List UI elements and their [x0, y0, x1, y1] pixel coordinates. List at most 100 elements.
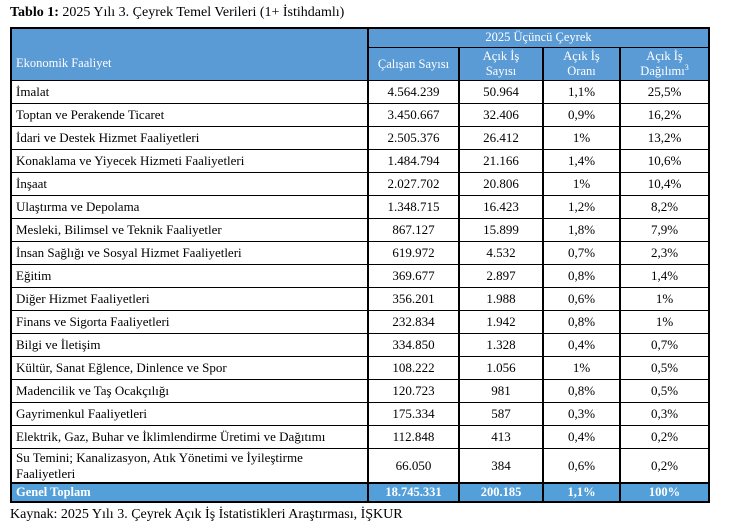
cell-employees: 334.850 — [367, 333, 460, 357]
cell-employees: 369.677 — [367, 264, 460, 288]
cell-employees: 232.834 — [367, 310, 460, 334]
cell-economic-activity: Madencilik ve Taş Ocakçılığı — [10, 379, 369, 403]
cell-open-job-share: 7,9% — [618, 218, 711, 242]
cell-open-job-share: 0,2% — [618, 425, 711, 449]
table-row: Madencilik ve Taş Ocakçılığı 120.723 981… — [10, 379, 711, 403]
cell-open-jobs: 1.056 — [458, 356, 544, 380]
total-row: Genel Toplam 18.745.331 200.185 1,1% 100… — [10, 482, 711, 503]
cell-open-jobs: 32.406 — [458, 103, 544, 127]
cell-open-jobs: 16.423 — [458, 195, 544, 219]
cell-open-jobs: 2.897 — [458, 264, 544, 288]
cell-employees: 175.334 — [367, 402, 460, 426]
group-header-quarter: 2025 Üçüncü Çeyrek — [366, 27, 711, 48]
table-row: Konaklama ve Yiyecek Hizmeti Faaliyetler… — [10, 149, 711, 173]
cell-economic-activity: Mesleki, Bilimsel ve Teknik Faaliyetler — [10, 218, 369, 242]
cell-open-jobs: 384 — [458, 448, 544, 484]
cell-employees: 2.027.702 — [367, 172, 460, 196]
table-row: Diğer Hizmet Faaliyetleri 356.201 1.988 … — [10, 287, 711, 311]
cell-open-job-share: 13,2% — [618, 126, 711, 150]
cell-open-job-share: 1% — [618, 310, 711, 334]
cell-open-job-rate: 0,4% — [542, 333, 621, 357]
table-row: Bilgi ve İletişim 334.850 1.328 0,4% 0,7… — [10, 333, 711, 357]
cell-open-job-share: 0,3% — [618, 402, 711, 426]
cell-employees: 1.484.794 — [367, 149, 460, 173]
cell-open-job-share: 25,5% — [618, 80, 711, 104]
cell-open-job-rate: 1% — [542, 172, 621, 196]
cell-open-jobs: 413 — [458, 425, 544, 449]
table-row: Elektrik, Gaz, Buhar ve İklimlendirme Ür… — [10, 425, 711, 449]
table-row: Su Temini; Kanalizasyon, Atık Yönetimi v… — [10, 448, 711, 484]
cell-open-jobs: 26.412 — [458, 126, 544, 150]
cell-open-jobs: 15.899 — [458, 218, 544, 242]
cell-economic-activity: Finans ve Sigorta Faaliyetleri — [10, 310, 369, 334]
table-row: Ulaştırma ve Depolama 1.348.715 16.423 1… — [10, 195, 711, 219]
cell-open-jobs: 50.964 — [458, 80, 544, 104]
cell-economic-activity: Konaklama ve Yiyecek Hizmeti Faaliyetler… — [10, 149, 369, 173]
source-note: Kaynak: 2025 Yılı 3. Çeyrek Açık İş İsta… — [10, 507, 403, 523]
table-title: Tablo 1: 2025 Yılı 3. Çeyrek Temel Veril… — [10, 4, 723, 22]
cell-economic-activity: Bilgi ve İletişim — [10, 333, 369, 357]
column-header-open-job-rate: Açık İş Oranı — [542, 47, 621, 81]
column-header-row: Çalışan Sayısı Açık İş Sayısı Açık İş Or… — [11, 47, 711, 81]
cell-economic-activity: İnsan Sağlığı ve Sosyal Hizmet Faaliyetl… — [10, 241, 369, 265]
cell-open-jobs: 4.532 — [458, 241, 544, 265]
cell-economic-activity: Gayrimenkul Faaliyetleri — [10, 402, 369, 426]
cell-economic-activity: Su Temini; Kanalizasyon, Atık Yönetimi v… — [10, 448, 369, 484]
cell-open-job-rate: 0,8% — [542, 310, 621, 334]
vacancy-statistics-table: Ekonomik Faaliyet 2025 Üçüncü Çeyrek Çal… — [10, 26, 711, 504]
cell-open-job-share: 1,4% — [618, 264, 711, 288]
cell-open-job-share: 10,6% — [618, 149, 711, 173]
cell-open-job-rate: 0,8% — [542, 264, 621, 288]
table-row: İnşaat 2.027.702 20.806 1% 10,4% — [10, 172, 711, 196]
cell-open-job-share: 16,2% — [618, 103, 711, 127]
table-row: Eğitim 369.677 2.897 0,8% 1,4% — [10, 264, 711, 288]
table-row: İmalat 4.564.239 50.964 1,1% 25,5% — [10, 80, 711, 104]
cell-open-job-rate: 0,6% — [542, 448, 621, 484]
table-row: Finans ve Sigorta Faaliyetleri 232.834 1… — [10, 310, 711, 334]
cell-employees: 2.505.376 — [367, 126, 460, 150]
table-row: İnsan Sağlığı ve Sosyal Hizmet Faaliyetl… — [10, 241, 711, 265]
cell-open-job-rate: 1,4% — [542, 149, 621, 173]
cell-economic-activity: İmalat — [10, 80, 369, 104]
cell-employees: 356.201 — [367, 287, 460, 311]
cell-open-job-share: 0,5% — [618, 356, 711, 380]
table-row: Kültür, Sanat Eğlence, Dinlence ve Spor … — [10, 356, 711, 380]
cell-open-job-rate: 1% — [542, 356, 621, 380]
cell-economic-activity: Elektrik, Gaz, Buhar ve İklimlendirme Ür… — [10, 425, 369, 449]
column-header-employees: Çalışan Sayısı — [367, 47, 460, 81]
cell-economic-activity: İnşaat — [10, 172, 369, 196]
cell-open-jobs: 1.942 — [458, 310, 544, 334]
cell-open-job-rate: 1,1% — [542, 80, 621, 104]
column-header-open-job-share-label: Açık İş Dağılımı — [640, 49, 685, 78]
cell-open-job-share: 0,2% — [618, 448, 711, 484]
table-title-prefix: Tablo 1: — [10, 5, 59, 20]
cell-economic-activity: Ulaştırma ve Depolama — [10, 195, 369, 219]
cell-employees: 66.050 — [367, 448, 460, 484]
table-body: İmalat 4.564.239 50.964 1,1% 25,5% Topta… — [10, 80, 711, 484]
cell-open-job-share: 2,3% — [618, 241, 711, 265]
cell-employees: 867.127 — [367, 218, 460, 242]
cell-economic-activity: Eğitim — [10, 264, 369, 288]
table-row: Gayrimenkul Faaliyetleri 175.334 587 0,3… — [10, 402, 711, 426]
cell-open-job-rate: 0,6% — [542, 287, 621, 311]
cell-open-job-rate: 0,9% — [542, 103, 621, 127]
cell-employees: 619.972 — [367, 241, 460, 265]
cell-employees: 120.723 — [367, 379, 460, 403]
total-open-job-rate: 1,1% — [542, 482, 621, 503]
cell-open-job-share: 8,2% — [618, 195, 711, 219]
cell-employees: 112.848 — [367, 425, 460, 449]
footnote-marker: 3 — [684, 62, 689, 72]
cell-open-job-rate: 1,8% — [542, 218, 621, 242]
total-open-job-share: 100% — [618, 482, 711, 503]
cell-open-jobs: 1.988 — [458, 287, 544, 311]
cell-employees: 1.348.715 — [367, 195, 460, 219]
column-header-open-job-share: Açık İş Dağılımı3 — [618, 47, 711, 81]
cell-employees: 4.564.239 — [367, 80, 460, 104]
cell-employees: 3.450.667 — [367, 103, 460, 127]
cell-open-job-share: 0,7% — [618, 333, 711, 357]
cell-open-job-rate: 0,8% — [542, 379, 621, 403]
table-row: Mesleki, Bilimsel ve Teknik Faaliyetler … — [10, 218, 711, 242]
cell-open-jobs: 587 — [458, 402, 544, 426]
cell-economic-activity: Kültür, Sanat Eğlence, Dinlence ve Spor — [10, 356, 369, 380]
